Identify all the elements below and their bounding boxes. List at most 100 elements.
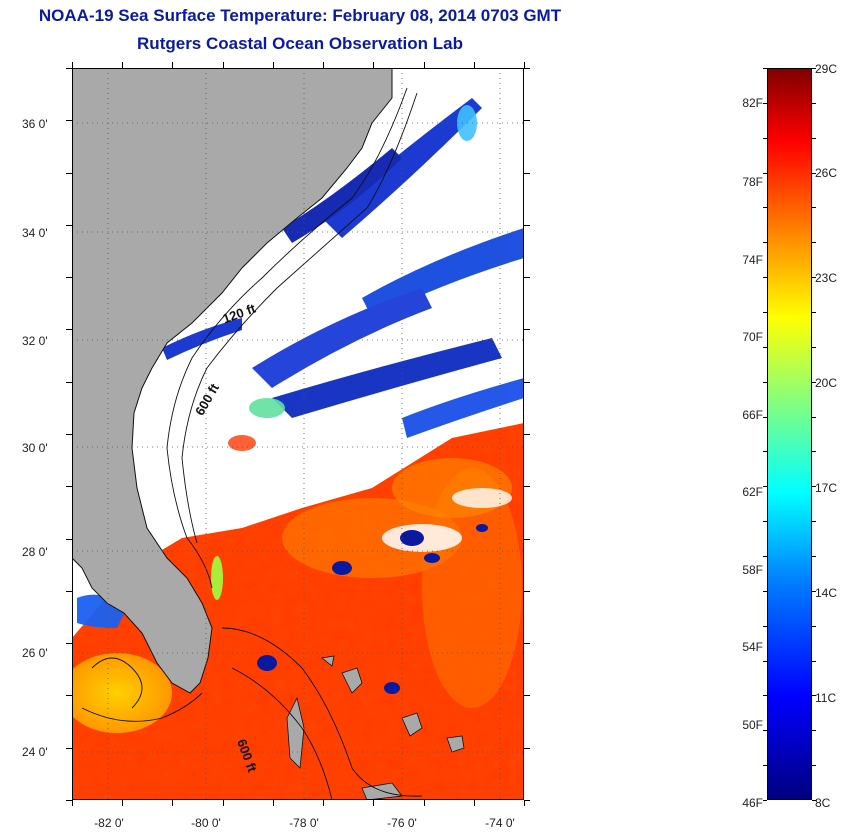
- scale-tick: [763, 417, 767, 418]
- scale-tick: [763, 695, 767, 696]
- scale-tick: [812, 173, 816, 174]
- map-tick: [373, 62, 374, 68]
- map-tick: [66, 434, 72, 435]
- scale-label-f: 70F: [742, 330, 763, 344]
- map-tick: [66, 748, 72, 749]
- scale-label-f: 78F: [742, 175, 763, 189]
- chart-subtitle: Rutgers Coastal Ocean Observation Lab: [137, 34, 463, 53]
- scale-tick: [763, 730, 767, 731]
- map-tick: [524, 225, 530, 226]
- lon-label-74: -74 0': [485, 816, 515, 830]
- scale-tick: [812, 626, 816, 627]
- map-tick: [172, 800, 173, 806]
- map-tick: [524, 277, 530, 278]
- scale-label-c: 23C: [815, 271, 838, 285]
- map-tick: [66, 695, 72, 696]
- map-tick: [66, 382, 72, 383]
- map-tick: [424, 62, 425, 68]
- scale-tick: [812, 312, 816, 313]
- scale-tick: [763, 138, 767, 139]
- scale-label-c: 17C: [815, 481, 838, 495]
- scale-label-f: 54F: [742, 640, 763, 654]
- map-tick: [66, 643, 72, 644]
- lon-label-78: -78 0': [289, 816, 319, 830]
- map-tick: [424, 800, 425, 806]
- scale-tick: [812, 695, 816, 696]
- map-tick: [66, 173, 72, 174]
- map-tick: [524, 486, 530, 487]
- scale-tick: [763, 242, 767, 243]
- lat-label-32: 32 0': [22, 334, 48, 348]
- sst-map[interactable]: [72, 68, 524, 800]
- scale-tick: [763, 312, 767, 313]
- map-tick: [66, 277, 72, 278]
- land-mass: [72, 68, 393, 694]
- map-tick: [223, 62, 224, 68]
- lat-label-30: 30 0': [22, 441, 48, 455]
- scale-tick: [763, 591, 767, 592]
- scale-label-f: 66F: [742, 408, 763, 422]
- scale-tick: [763, 800, 767, 801]
- scale-tick: [763, 521, 767, 522]
- map-tick: [172, 62, 173, 68]
- scale-tick: [812, 103, 816, 104]
- scale-tick: [763, 103, 767, 104]
- lat-label-24: 24 0': [22, 745, 48, 759]
- scale-tick: [763, 661, 767, 662]
- scale-label-f: 82F: [742, 96, 763, 110]
- map-tick: [273, 800, 274, 806]
- map-tick: [122, 62, 123, 68]
- map-tick: [524, 382, 530, 383]
- scale-tick: [812, 730, 816, 731]
- color-scale-bar: [767, 68, 812, 800]
- lat-label-26: 26 0': [22, 646, 48, 660]
- map-tick: [524, 643, 530, 644]
- map-tick: [524, 800, 525, 806]
- scale-tick: [763, 207, 767, 208]
- lon-label-76: -76 0': [387, 816, 417, 830]
- scale-label-c: 26C: [815, 166, 838, 180]
- scale-tick: [763, 277, 767, 278]
- scale-tick: [812, 242, 816, 243]
- scale-tick: [812, 486, 816, 487]
- scale-label-f: 62F: [742, 485, 763, 499]
- lon-label-82: -82 0': [94, 816, 124, 830]
- map-tick: [122, 800, 123, 806]
- lat-label-36: 36 0': [22, 117, 48, 131]
- map-tick: [66, 120, 72, 121]
- scale-tick: [763, 486, 767, 487]
- sst-map-graphic: [72, 68, 524, 800]
- scale-tick: [763, 347, 767, 348]
- bahamas-islands: [286, 655, 465, 800]
- map-tick: [524, 748, 530, 749]
- scale-tick: [812, 417, 816, 418]
- scale-tick: [812, 207, 816, 208]
- map-tick: [223, 800, 224, 806]
- map-tick: [66, 800, 72, 801]
- scale-tick: [812, 347, 816, 348]
- scale-tick: [812, 277, 816, 278]
- scale-tick: [812, 521, 816, 522]
- map-tick: [66, 329, 72, 330]
- lat-label-34: 34 0': [22, 226, 48, 240]
- scale-tick: [763, 173, 767, 174]
- scale-label-f: 50F: [742, 718, 763, 732]
- map-tick: [323, 800, 324, 806]
- map-tick: [524, 173, 530, 174]
- scale-tick: [763, 451, 767, 452]
- map-tick: [72, 800, 73, 806]
- scale-label-c: 14C: [815, 586, 838, 600]
- map-tick: [474, 62, 475, 68]
- scale-tick: [763, 626, 767, 627]
- graticule: [72, 68, 524, 800]
- scale-tick: [812, 661, 816, 662]
- scale-label-c: 29C: [815, 62, 838, 76]
- map-tick: [72, 62, 73, 68]
- map-tick: [66, 591, 72, 592]
- map-tick: [66, 68, 72, 69]
- map-tick: [66, 486, 72, 487]
- scale-tick: [812, 765, 816, 766]
- map-tick: [524, 434, 530, 435]
- cold-water-streaks: [77, 98, 524, 628]
- scale-tick: [812, 382, 816, 383]
